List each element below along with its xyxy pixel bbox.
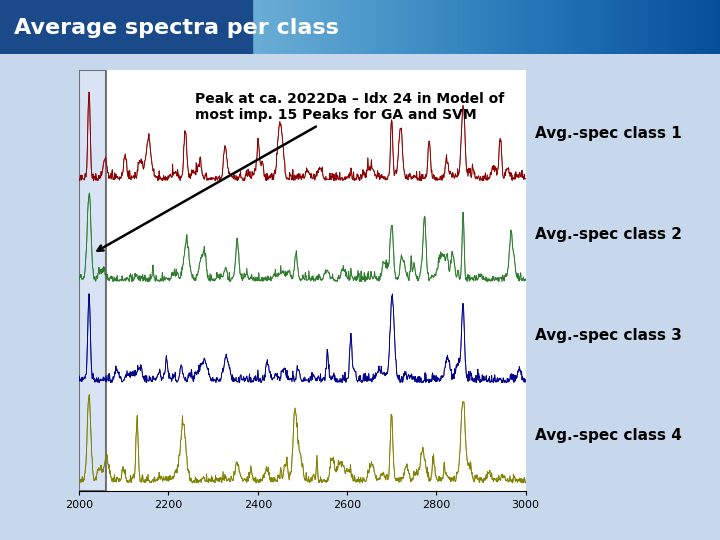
Text: Peak at ca. 2022Da – Idx 24 in Model of
most imp. 15 Peaks for GA and SVM: Peak at ca. 2022Da – Idx 24 in Model of … [97,92,505,251]
Text: Avg.-spec class 4: Avg.-spec class 4 [534,428,681,443]
Text: Avg.-spec class 3: Avg.-spec class 3 [534,328,681,342]
Bar [0,0,252,54]
Bar [79,70,106,491]
Text: Average spectra per class: Average spectra per class [14,18,339,38]
Text: Avg.-spec class 2: Avg.-spec class 2 [534,227,682,242]
Text: Avg.-spec class 1: Avg.-spec class 1 [534,126,681,141]
